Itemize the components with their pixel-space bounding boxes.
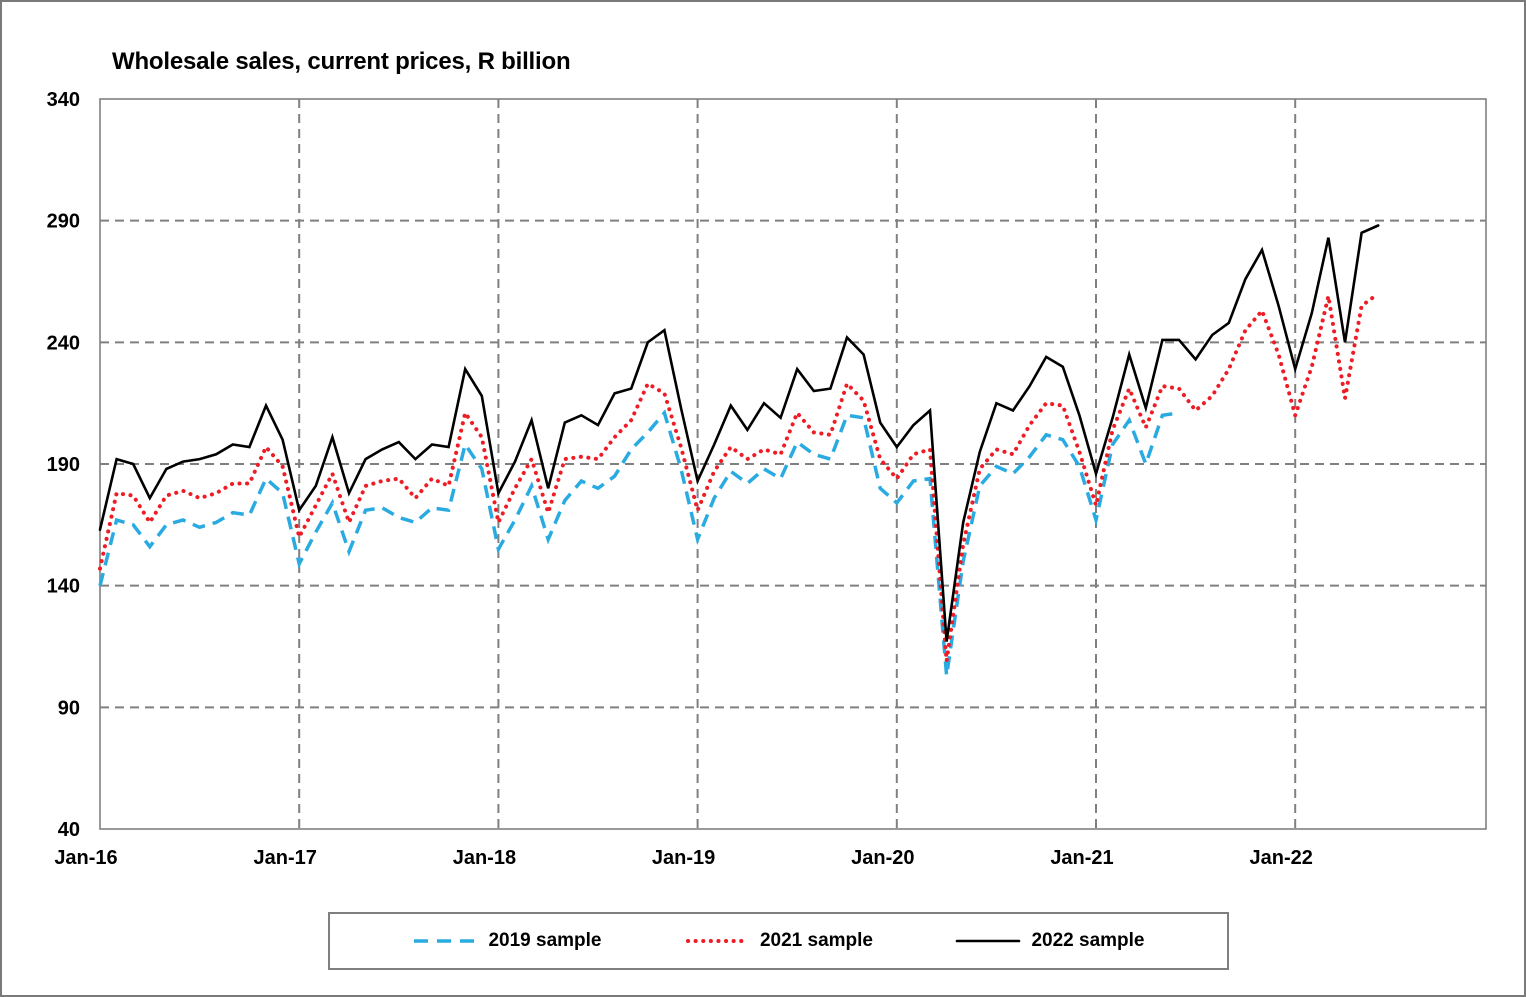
legend-label: 2022 sample: [1031, 930, 1145, 951]
y-axis-tick-label: 140: [47, 576, 80, 598]
x-axis-tick-label: Jan-17: [254, 847, 317, 869]
series-line-2022-sample: [98, 224, 1380, 642]
x-axis-tick-label: Jan-20: [851, 847, 914, 869]
x-axis-tick-label: Jan-21: [1050, 847, 1113, 869]
x-axis-tick-label: Jan-19: [652, 847, 715, 869]
y-axis-tick-label: 90: [58, 697, 80, 719]
y-axis-tick-label: 190: [47, 454, 80, 476]
plot-border: [99, 98, 1487, 830]
legend-item-2019-sample: 2019 sample: [412, 930, 602, 952]
solid-line-icon: [956, 939, 1021, 943]
legend-item-2022-sample: 2022 sample: [955, 930, 1145, 952]
series-line-2021-sample: [98, 291, 1381, 662]
legend: 2019 sample 2021 sample 2022 sample: [328, 912, 1229, 970]
x-axis-tick-label: Jan-22: [1250, 847, 1313, 869]
legend-item-2021-sample: 2021 sample: [684, 930, 873, 952]
chart-title: Wholesale sales, current prices, R billi…: [112, 48, 571, 75]
y-axis-tick-label: 40: [58, 819, 80, 841]
dotted-line-icon: [685, 939, 748, 943]
y-axis-tick-label: 340: [47, 89, 80, 111]
x-axis-tick-label: Jan-16: [54, 847, 117, 869]
y-axis-tick-label: 290: [47, 211, 80, 233]
legend-label: 2021 sample: [759, 930, 873, 951]
legend-label: 2019 sample: [488, 930, 602, 951]
y-axis-tick-label: 240: [47, 332, 80, 354]
x-axis-tick-label: Jan-18: [453, 847, 516, 869]
dashed-line-icon: [414, 939, 477, 943]
series-line-2019-sample: [98, 409, 1180, 676]
line-chart: 40 90 140 190 240 290 340 Jan-16 Jan-17 Jan-18 Jan…: [47, 89, 1487, 869]
